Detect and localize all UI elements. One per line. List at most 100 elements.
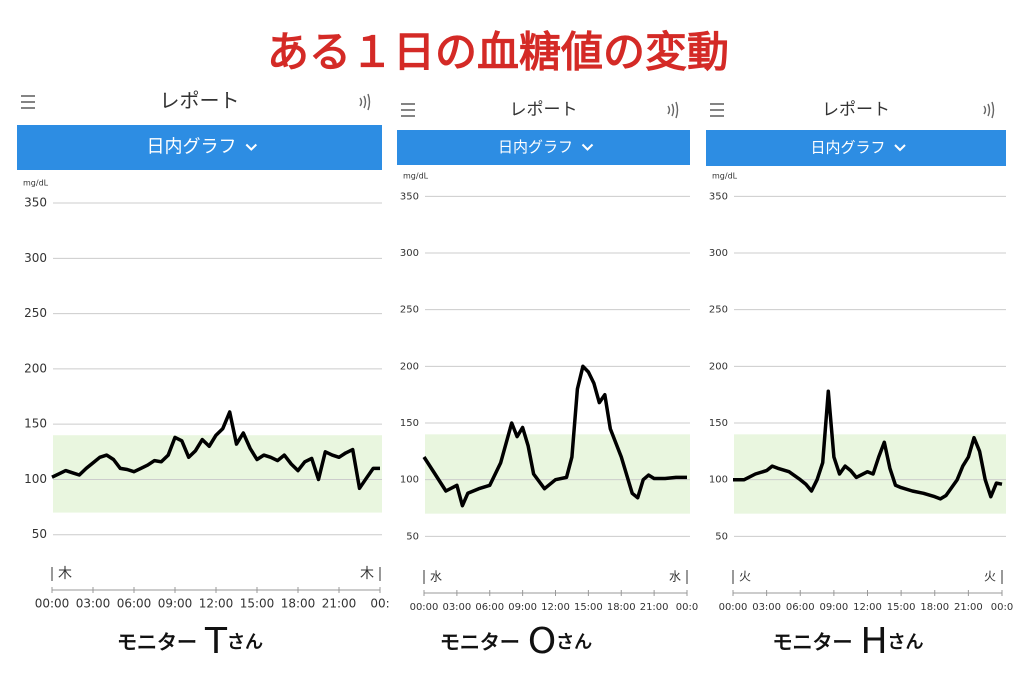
page-title: ある１日の血糖値の変動 [267,28,729,77]
caption: モニター Oさん [440,621,592,662]
tab-chevron [894,144,906,152]
glucose-line [51,410,380,491]
signal-icon [671,103,675,117]
x-tick-label: 09:00 [819,602,848,613]
caption-part: さん [227,632,263,653]
x-tick-label: 03:00 [442,602,471,613]
x-tick-label: 18:00 [281,597,316,611]
signal-icon [367,93,371,111]
day-label: 木 [58,566,72,582]
x-tick-label: 03:00 [752,602,781,613]
caption-part: さん [888,632,924,653]
day-label: 火 [739,570,751,584]
x-tick-label: 06:00 [786,602,815,613]
header-title: レポート [510,100,578,120]
y-tick-label: 50 [715,531,728,542]
caption-part: モニター [440,630,520,654]
y-tick-label: 250 [24,306,47,320]
day-label: 水 [669,570,681,584]
caption: モニター Hさん [772,621,923,662]
day-label: 火 [984,570,996,584]
tab-chevron [581,143,594,151]
glucose-line [422,364,687,508]
y-unit: mg/dL [712,172,738,181]
x-tick-label: 00:0 [676,602,698,613]
tab-bar [17,125,382,170]
y-tick-label: 300 [400,248,419,259]
caption-part: さん [556,632,592,653]
y-tick-label: 300 [709,248,728,259]
day-label: 木 [360,566,374,582]
signal-icon [675,101,679,119]
signal-icon [359,97,363,107]
signal-icon [983,105,987,115]
x-tick-label: 00: [370,597,389,611]
x-tick-label: 06:00 [475,602,504,613]
y-tick-label: 50 [32,527,47,541]
x-tick-label: 12:00 [853,602,882,613]
signal-icon [987,103,991,117]
day-label: 水 [430,570,442,584]
header-title: レポート [822,100,890,120]
signal-icon [363,95,367,109]
tab-bar [397,130,690,165]
caption-part: T [204,621,228,662]
x-tick-label: 15:00 [574,602,603,613]
tab-label[interactable]: 日内グラフ [147,137,237,158]
y-tick-label: 150 [400,418,419,429]
y-tick-label: 100 [400,475,419,486]
y-tick-label: 250 [709,305,728,316]
y-unit: mg/dL [23,179,49,188]
x-tick-label: 12:00 [541,602,570,613]
y-tick-label: 150 [709,418,728,429]
y-tick-label: 200 [400,361,419,372]
y-tick-label: 350 [24,196,47,210]
y-tick-label: 350 [400,191,419,202]
tab-label[interactable]: 日内グラフ [810,139,885,157]
signal-icon [991,101,995,119]
y-tick-label: 200 [24,361,47,375]
signal-icon [667,105,671,115]
x-tick-label: 03:00 [76,597,111,611]
x-tick-label: 00:00 [35,597,70,611]
x-tick-label: 06:00 [117,597,152,611]
tab-bar [706,130,1006,166]
target-range [53,435,382,513]
y-tick-label: 100 [24,472,47,486]
x-tick-label: 21:00 [954,602,983,613]
y-tick-label: 50 [406,531,419,542]
x-tick-label: 00:00 [719,602,748,613]
y-tick-label: 250 [400,305,419,316]
x-tick-label: 18:00 [607,602,636,613]
x-tick-label: 12:00 [199,597,234,611]
x-tick-label: 21:00 [640,602,669,613]
y-tick-label: 100 [709,475,728,486]
y-unit: mg/dL [403,172,429,181]
caption-part: モニター [772,630,852,654]
y-tick-label: 150 [24,417,47,431]
tab-chevron [245,143,258,151]
caption-part: O [528,621,556,662]
target-range [425,434,690,514]
tab-label[interactable]: 日内グラフ [498,138,573,156]
x-tick-label: 15:00 [240,597,275,611]
caption: モニター Tさん [117,621,263,662]
x-tick-label: 09:00 [158,597,193,611]
y-tick-label: 300 [24,251,47,265]
y-tick-label: 200 [709,361,728,372]
header-title: レポート [160,89,240,113]
caption-part: H [860,621,887,662]
x-tick-label: 09:00 [508,602,537,613]
x-tick-label: 18:00 [920,602,949,613]
y-tick-label: 350 [709,191,728,202]
x-tick-label: 21:00 [322,597,357,611]
x-tick-label: 00:0 [991,602,1013,613]
caption-part: モニター [117,630,197,654]
x-tick-label: 15:00 [887,602,916,613]
glucose-line [733,389,1003,501]
x-tick-label: 00:00 [410,602,439,613]
